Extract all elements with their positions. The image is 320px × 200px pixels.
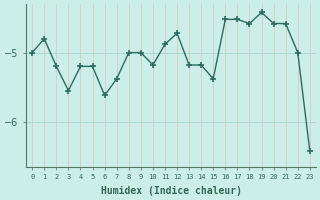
X-axis label: Humidex (Indice chaleur): Humidex (Indice chaleur) xyxy=(100,186,242,196)
